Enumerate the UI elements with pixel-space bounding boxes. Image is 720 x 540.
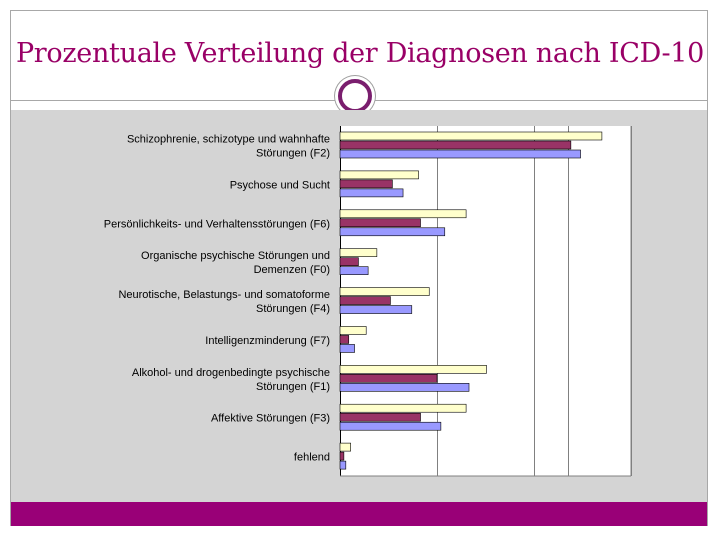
bar-group	[339, 131, 603, 470]
bar	[339, 460, 347, 470]
bar	[339, 296, 391, 305]
bar	[339, 131, 603, 141]
footer-band	[11, 502, 707, 526]
bar	[339, 365, 487, 374]
bar	[339, 179, 393, 189]
bar	[339, 421, 442, 431]
category-label: Persönlichkeits- und Verhaltensstörungen…	[104, 218, 330, 230]
slide-title: Prozentuale Verteilung der Diagnosen nac…	[15, 38, 705, 69]
category-label: Alkohol- und drogenbedingte psychische	[132, 367, 330, 379]
bar	[339, 218, 421, 228]
category-label: fehlend	[294, 452, 330, 464]
bar	[339, 374, 438, 383]
bar	[339, 344, 355, 353]
bar	[339, 248, 378, 257]
category-label: Neurotische, Belastungs- und somatoforme	[118, 289, 330, 301]
category-label: Störungen (F1)	[256, 381, 330, 393]
category-label: Psychose und Sucht	[230, 179, 330, 191]
bar	[339, 442, 351, 452]
category-label: Organische psychische Störungen und	[141, 250, 330, 262]
bar	[339, 266, 369, 275]
bar	[339, 383, 470, 392]
bar	[339, 287, 430, 296]
category-label: Demenzen (F0)	[254, 264, 330, 276]
bar	[339, 335, 350, 344]
bar	[339, 451, 345, 461]
category-labels: Schizophrenie, schizotype und wahnhafte S…	[104, 134, 330, 464]
bar	[339, 257, 359, 266]
category-label: Intelligenzminderung (F7)	[205, 335, 330, 347]
category-label: Affektive Störungen (F3)	[211, 413, 330, 425]
category-label: Störungen (F4)	[256, 303, 330, 315]
bar	[339, 188, 404, 198]
bar	[339, 326, 367, 335]
bar	[339, 305, 413, 314]
category-label: Störungen (F2)	[256, 148, 330, 160]
bar	[339, 209, 467, 219]
category-label: Schizophrenie, schizotype und wahnhafte	[127, 134, 330, 146]
bar	[339, 140, 572, 150]
bar	[339, 149, 581, 159]
bar	[339, 403, 467, 413]
bar	[339, 227, 446, 237]
bar	[339, 170, 419, 180]
bar	[339, 412, 421, 422]
